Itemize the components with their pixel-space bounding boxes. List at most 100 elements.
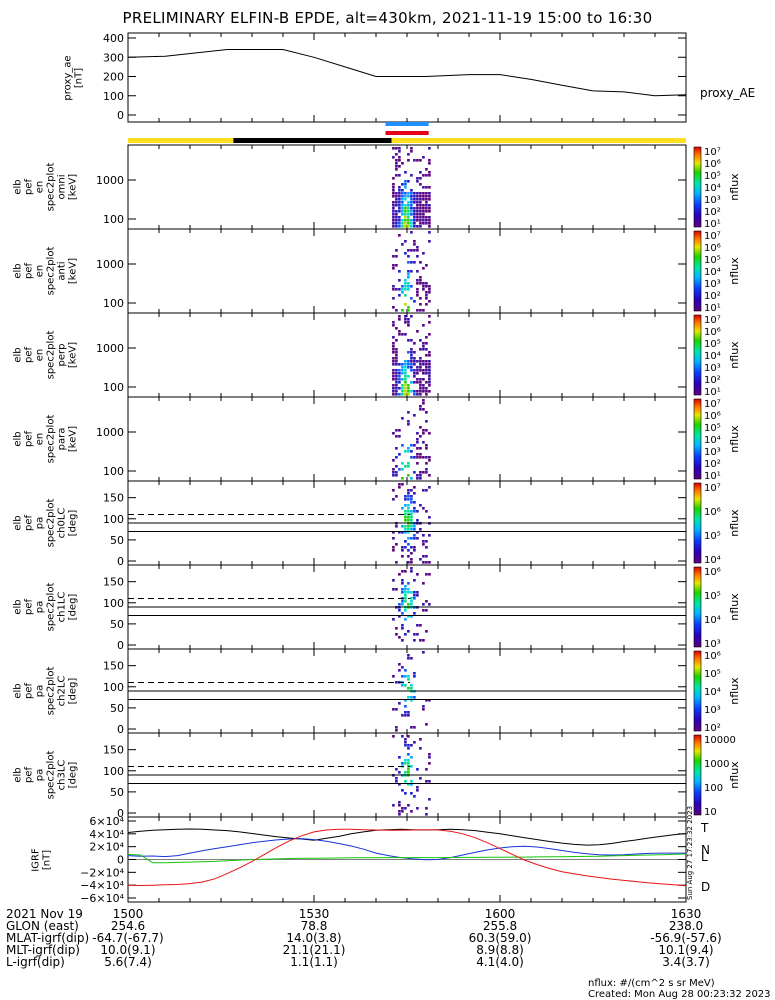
- spectrogram-cell: [428, 486, 431, 489]
- spectrogram-cell: [404, 528, 407, 531]
- spectrogram-cell: [401, 477, 404, 480]
- spectrogram-cell: [422, 213, 425, 216]
- spectrogram-cell: [407, 159, 410, 162]
- spectrogram-cell: [404, 213, 407, 216]
- x-tick-label: 1600: [485, 907, 516, 921]
- spectrogram-cell: [413, 549, 416, 552]
- spectrogram-cell: [422, 705, 425, 708]
- spectrogram-cell: [419, 219, 422, 222]
- spectrogram-cell: [422, 543, 425, 546]
- spectrogram-cell: [401, 309, 404, 312]
- spectrogram-cell: [401, 387, 404, 390]
- spectrogram-cell: [398, 375, 401, 378]
- spectrogram-cell: [410, 597, 413, 600]
- ephemeris-value: 10.1(9.4): [658, 943, 713, 957]
- spectrogram-cell: [404, 192, 407, 195]
- spectrogram-cell: [392, 288, 395, 291]
- spectrogram-cell: [404, 294, 407, 297]
- spectrogram-cell: [392, 546, 395, 549]
- spectrogram-cell: [425, 780, 428, 783]
- spectrogram-cell: [407, 276, 410, 279]
- spectrogram-cells: [392, 147, 431, 228]
- spectrogram-cell: [395, 165, 398, 168]
- colorbar-ch3LC: [693, 734, 702, 816]
- spectrogram-cell: [428, 753, 431, 756]
- spectrogram-cell: [392, 618, 395, 621]
- spectrogram-cell: [416, 390, 419, 393]
- spectrogram-cell: [407, 411, 410, 414]
- spectrogram-cell: [413, 471, 416, 474]
- spectrogram-cell: [404, 372, 407, 375]
- spectrogram-cell: [413, 528, 416, 531]
- spectrogram-cell: [419, 216, 422, 219]
- spectrogram-cell: [419, 408, 422, 411]
- spectrogram-cell: [407, 759, 410, 762]
- colorbar-tick-label: 10⁴: [704, 435, 721, 446]
- spectrogram-cell: [428, 375, 431, 378]
- units-note: nflux: #/(cm^2 s sr MeV): [588, 978, 715, 989]
- spectrogram-cell: [392, 432, 395, 435]
- spectrogram-cell: [425, 291, 428, 294]
- spectrogram-cell: [401, 333, 404, 336]
- spectrogram-cell: [422, 288, 425, 291]
- spectrogram-cell: [410, 792, 413, 795]
- spectrogram-cell: [398, 573, 401, 576]
- spectrogram-cell: [413, 216, 416, 219]
- spectrogram-cell: [404, 738, 407, 741]
- spectrogram-cell: [416, 462, 419, 465]
- spectrogram-cell: [395, 219, 398, 222]
- y-tick-label: 1000: [96, 174, 124, 187]
- spectrogram-cell: [416, 537, 419, 540]
- y-tick-label: 2×10⁴: [89, 841, 124, 854]
- spectrogram-cell: [410, 225, 413, 228]
- spectrogram-cell: [416, 432, 419, 435]
- spectrogram-cell: [413, 357, 416, 360]
- spectrogram-cell: [407, 531, 410, 534]
- orbit-bar-segment: [391, 138, 686, 143]
- spectrogram-cell: [410, 744, 413, 747]
- spectrogram-cell: [401, 507, 404, 510]
- spectrogram-cell: [404, 333, 407, 336]
- spectrogram-cell: [401, 162, 404, 165]
- spectrogram-cell: [407, 255, 410, 258]
- ylabel-line: perp: [57, 344, 68, 367]
- y-tick-label: 300: [103, 51, 124, 64]
- colorbar-label: nflux: [728, 425, 741, 453]
- spectrogram-cell: [392, 708, 395, 711]
- spectrogram-cell: [404, 393, 407, 396]
- pitch-angle-ylabel-ch2LC: elb pef pa spec2plot ch2LC [deg]: [13, 667, 79, 716]
- spectrogram-cell: [410, 687, 413, 690]
- spectrogram-cell: [413, 741, 416, 744]
- spectrogram-cell: [428, 381, 431, 384]
- spectrogram-cell: [416, 786, 419, 789]
- spectrogram-cell: [395, 471, 398, 474]
- spectrogram-cell: [392, 360, 395, 363]
- colorbar-tick-label: 10⁷: [704, 483, 721, 494]
- spectrogram-cell: [401, 366, 404, 369]
- spectrogram-cell: [428, 300, 431, 303]
- spectrogram-cell: [413, 375, 416, 378]
- spectrogram-cell: [419, 504, 422, 507]
- spectrogram-cell: [422, 399, 425, 402]
- colorbar-tick-label: 10³: [704, 705, 721, 716]
- spectrogram-cell: [395, 708, 398, 711]
- spectrogram-cell: [422, 219, 425, 222]
- spectrogram-frame-omni: [127, 144, 687, 230]
- science-zone-marker: [385, 131, 429, 135]
- spectrogram-cell: [395, 222, 398, 225]
- spectrogram-cell: [401, 555, 404, 558]
- spectrogram-cell: [410, 600, 413, 603]
- spectrogram-cell: [422, 372, 425, 375]
- spectrogram-cell: [404, 807, 407, 810]
- ylabel-line: spec2plot: [46, 163, 57, 212]
- spectrogram-cell: [401, 444, 404, 447]
- colorbar-tick-label: 10³: [704, 447, 721, 458]
- spectrogram-cell: [404, 171, 407, 174]
- colorbar-label: nflux: [728, 677, 741, 705]
- spectrogram-cell: [410, 615, 413, 618]
- spectrogram-cell: [404, 540, 407, 543]
- proxy-ae-series-label: proxy_AE: [700, 86, 755, 100]
- spectrogram-cell: [404, 498, 407, 501]
- spectrogram-cell: [416, 291, 419, 294]
- spectrogram-cell: [428, 195, 431, 198]
